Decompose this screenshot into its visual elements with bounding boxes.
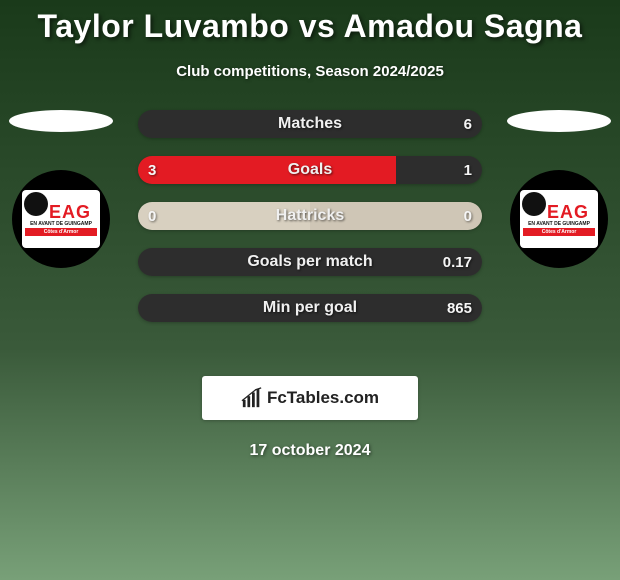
stat-row: Matches 6 [138, 110, 482, 138]
player-right-avatar-placeholder [507, 110, 611, 132]
stat-value-right: 1 [464, 162, 472, 179]
badge-text-line1: EN AVANT DE GUINGAMP [30, 221, 92, 227]
brand-box[interactable]: FcTables.com [202, 376, 418, 420]
stat-label: Goals [288, 161, 332, 179]
stat-value-right: 0.17 [443, 254, 472, 271]
stat-bars: Matches 6 Goals 3 1 Hattricks 0 0 Goals per matc… [138, 110, 482, 322]
player-right-column: EAG EN AVANT DE GUINGAMP Côtes d'Armor [504, 110, 614, 268]
badge-inner: EAG EN AVANT DE GUINGAMP Côtes d'Armor [520, 190, 598, 248]
badge-text-line2: Côtes d'Armor [25, 228, 97, 236]
stat-row: Goals per match 0.17 [138, 248, 482, 276]
stat-value-right: 0 [464, 208, 472, 225]
page-title: Taylor Luvambo vs Amadou Sagna [0, 0, 620, 45]
stat-label: Goals per match [247, 253, 372, 271]
player-left-avatar-placeholder [9, 110, 113, 132]
stat-label: Min per goal [263, 299, 357, 317]
player-left-club-badge: EAG EN AVANT DE GUINGAMP Côtes d'Armor [12, 170, 110, 268]
stat-value-left: 3 [148, 162, 156, 179]
triskelion-icon [24, 192, 48, 216]
stat-value-right: 865 [447, 300, 472, 317]
badge-text-main: EAG [547, 202, 589, 223]
brand-chart-icon [241, 387, 263, 409]
stat-label: Hattricks [276, 207, 344, 225]
stat-row: Hattricks 0 0 [138, 202, 482, 230]
stat-bar-left [138, 156, 396, 184]
player-right-club-badge: EAG EN AVANT DE GUINGAMP Côtes d'Armor [510, 170, 608, 268]
brand-text: FcTables.com [267, 388, 379, 408]
stat-value-right: 6 [464, 116, 472, 133]
stat-label: Matches [278, 115, 342, 133]
stat-row: Goals 3 1 [138, 156, 482, 184]
snapshot-date: 17 october 2024 [0, 442, 620, 460]
player-left-column: EAG EN AVANT DE GUINGAMP Côtes d'Armor [6, 110, 116, 268]
badge-inner: EAG EN AVANT DE GUINGAMP Côtes d'Armor [22, 190, 100, 248]
badge-text-line2: Côtes d'Armor [523, 228, 595, 236]
subtitle: Club competitions, Season 2024/2025 [0, 63, 620, 80]
stat-row: Min per goal 865 [138, 294, 482, 322]
comparison-container: EAG EN AVANT DE GUINGAMP Côtes d'Armor E… [0, 110, 620, 360]
badge-text-line1: EN AVANT DE GUINGAMP [528, 221, 590, 227]
badge-text-main: EAG [49, 202, 91, 223]
triskelion-icon [522, 192, 546, 216]
stat-value-left: 0 [148, 208, 156, 225]
